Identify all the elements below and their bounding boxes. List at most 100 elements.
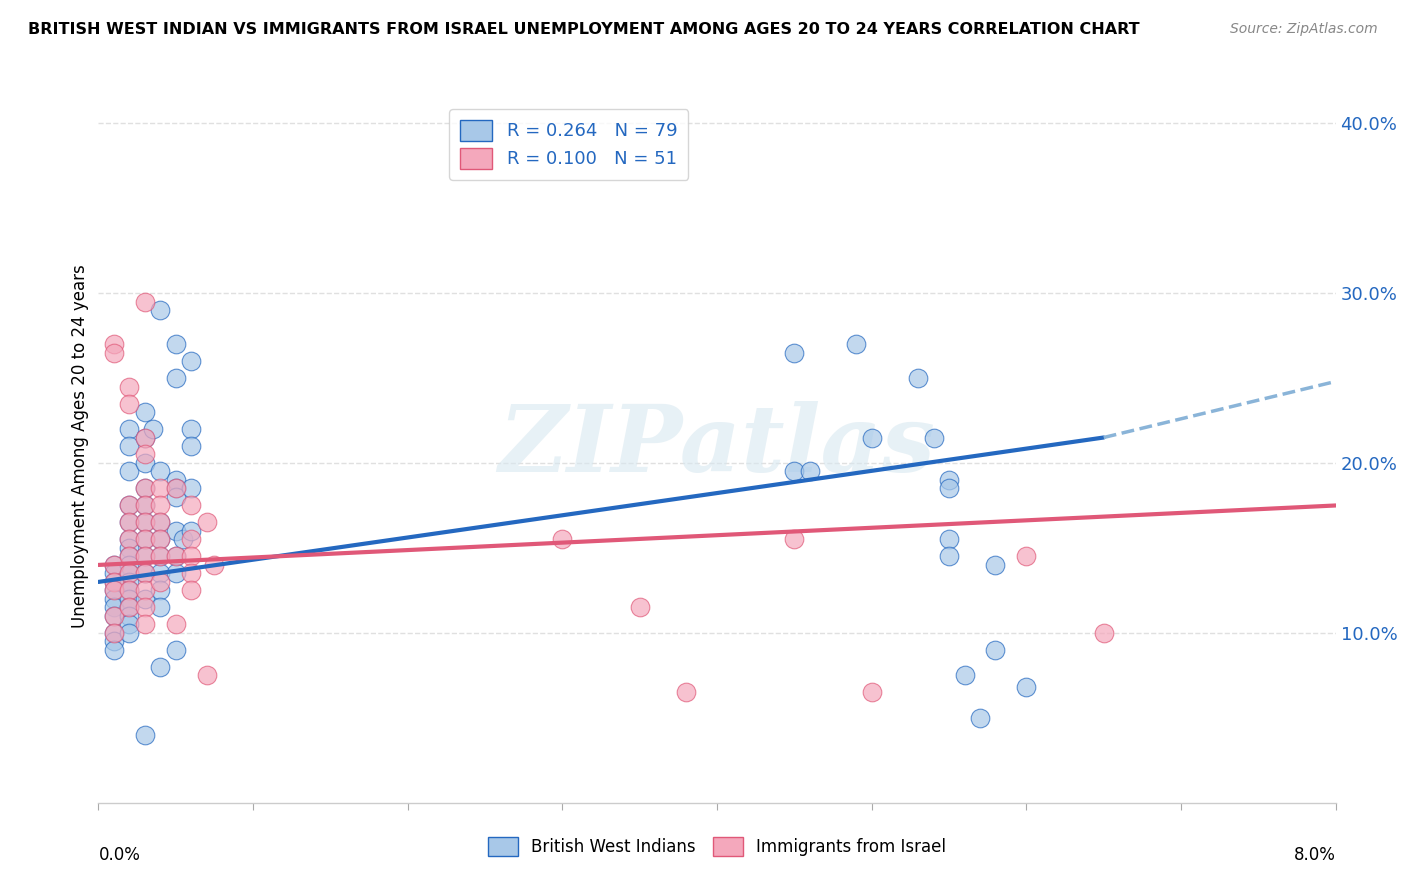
Point: [204, 558, 226, 572]
Point: [675, 685, 697, 699]
Point: [118, 499, 141, 513]
Point: [165, 549, 187, 564]
Point: [172, 533, 194, 547]
Point: [103, 608, 125, 623]
Point: [783, 345, 806, 359]
Point: [628, 600, 651, 615]
Point: [134, 533, 156, 547]
Point: [149, 533, 172, 547]
Point: [118, 541, 141, 555]
Point: [860, 685, 883, 699]
Point: [118, 533, 141, 547]
Point: [149, 499, 172, 513]
Point: [165, 473, 187, 487]
Point: [118, 533, 141, 547]
Point: [134, 430, 156, 444]
Point: [180, 439, 202, 453]
Point: [149, 533, 172, 547]
Point: [103, 600, 125, 615]
Text: Source: ZipAtlas.com: Source: ZipAtlas.com: [1230, 22, 1378, 37]
Point: [118, 439, 141, 453]
Point: [103, 591, 125, 606]
Point: [783, 465, 806, 479]
Point: [134, 294, 156, 309]
Y-axis label: Unemployment Among Ages 20 to 24 years: Unemployment Among Ages 20 to 24 years: [70, 264, 89, 628]
Point: [165, 337, 187, 351]
Point: [799, 465, 821, 479]
Point: [134, 533, 156, 547]
Point: [118, 558, 141, 572]
Point: [907, 371, 929, 385]
Point: [165, 549, 187, 564]
Text: 8.0%: 8.0%: [1294, 846, 1336, 863]
Legend: British West Indians, Immigrants from Israel: British West Indians, Immigrants from Is…: [478, 827, 956, 866]
Point: [551, 533, 574, 547]
Point: [134, 728, 156, 742]
Point: [938, 473, 960, 487]
Point: [180, 566, 202, 581]
Point: [134, 617, 156, 632]
Point: [860, 430, 883, 444]
Point: [149, 303, 172, 318]
Text: ZIPatlas: ZIPatlas: [499, 401, 935, 491]
Point: [1015, 549, 1038, 564]
Point: [103, 574, 125, 589]
Point: [103, 583, 125, 598]
Point: [103, 626, 125, 640]
Point: [180, 524, 202, 538]
Point: [134, 516, 156, 530]
Point: [149, 583, 172, 598]
Point: [984, 643, 1007, 657]
Point: [180, 583, 202, 598]
Point: [134, 566, 156, 581]
Point: [118, 379, 141, 393]
Point: [134, 430, 156, 444]
Text: BRITISH WEST INDIAN VS IMMIGRANTS FROM ISRAEL UNEMPLOYMENT AMONG AGES 20 TO 24 Y: BRITISH WEST INDIAN VS IMMIGRANTS FROM I…: [28, 22, 1140, 37]
Point: [118, 626, 141, 640]
Point: [118, 600, 141, 615]
Point: [149, 482, 172, 496]
Point: [938, 549, 960, 564]
Point: [180, 354, 202, 368]
Point: [134, 482, 156, 496]
Point: [118, 549, 141, 564]
Point: [118, 499, 141, 513]
Point: [149, 660, 172, 674]
Point: [118, 516, 141, 530]
Point: [134, 516, 156, 530]
Point: [118, 566, 141, 581]
Point: [969, 711, 991, 725]
Point: [149, 566, 172, 581]
Point: [165, 371, 187, 385]
Point: [118, 600, 141, 615]
Point: [118, 396, 141, 410]
Point: [938, 533, 960, 547]
Point: [180, 549, 202, 564]
Point: [1092, 626, 1115, 640]
Point: [103, 608, 125, 623]
Point: [142, 422, 165, 436]
Point: [134, 405, 156, 419]
Point: [134, 566, 156, 581]
Point: [180, 482, 202, 496]
Point: [118, 583, 141, 598]
Point: [134, 549, 156, 564]
Point: [149, 516, 172, 530]
Point: [149, 574, 172, 589]
Point: [118, 422, 141, 436]
Point: [103, 583, 125, 598]
Point: [134, 448, 156, 462]
Point: [149, 465, 172, 479]
Point: [165, 482, 187, 496]
Point: [103, 634, 125, 648]
Point: [165, 482, 187, 496]
Point: [180, 533, 202, 547]
Point: [180, 499, 202, 513]
Point: [134, 591, 156, 606]
Point: [134, 583, 156, 598]
Point: [118, 516, 141, 530]
Point: [938, 482, 960, 496]
Point: [103, 558, 125, 572]
Point: [134, 499, 156, 513]
Point: [165, 490, 187, 504]
